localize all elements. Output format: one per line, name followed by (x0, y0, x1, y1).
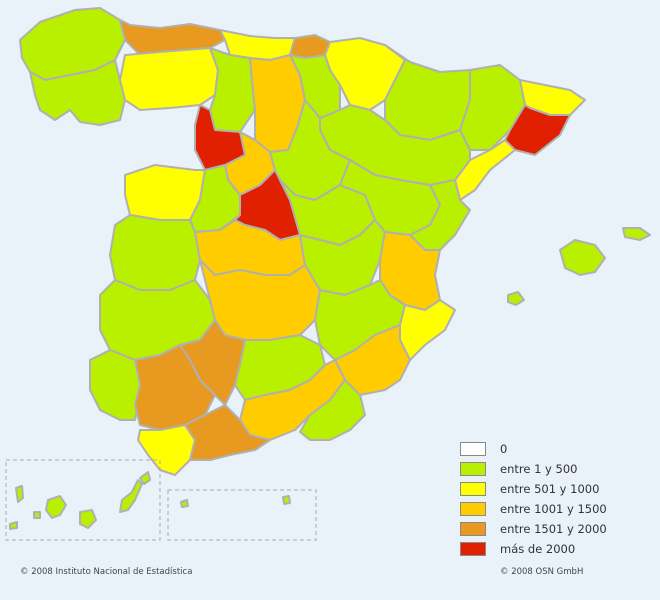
region-galicia-south (29, 59, 126, 126)
legend-item: entre 1001 y 1500 (460, 499, 650, 519)
region-palencia (209, 47, 256, 133)
legend-label: más de 2000 (500, 542, 576, 556)
region-ceuta (180, 499, 189, 508)
region-cadiz (137, 424, 196, 476)
region-melilla (282, 495, 291, 505)
region-lanzarote (139, 471, 151, 485)
region-rioja (289, 54, 341, 119)
legend-swatch (460, 542, 486, 556)
region-hierro (9, 521, 18, 530)
region-gomera (33, 511, 41, 519)
legend-label: entre 1001 y 1500 (500, 502, 607, 516)
legend-item: entre 1 y 500 (460, 459, 650, 479)
legend-swatch (460, 502, 486, 516)
region-asturias (119, 19, 226, 56)
region-malaga (184, 404, 271, 461)
legend-label: entre 1501 y 2000 (500, 522, 607, 536)
region-salamanca (124, 164, 206, 221)
legend-item: más de 2000 (460, 539, 650, 559)
canarias-inset-frame (5, 459, 161, 541)
region-lleida (459, 64, 526, 151)
region-fuerteventura (119, 479, 143, 513)
copyright-osn: © 2008 OSN GmbH (500, 567, 584, 577)
legend-label: entre 1 y 500 (500, 462, 578, 476)
legend-item: entre 1501 y 2000 (460, 519, 650, 539)
legend-swatch (460, 482, 486, 496)
legend-label: entre 501 y 1000 (500, 482, 600, 496)
region-gran-canaria (79, 509, 97, 529)
region-leon (119, 47, 219, 111)
region-barcelona (504, 104, 571, 156)
region-caceres (109, 214, 201, 291)
legend-swatch (460, 462, 486, 476)
region-almeria (299, 379, 366, 441)
legend-label: 0 (500, 442, 508, 456)
region-mallorca (559, 239, 606, 276)
region-menorca (622, 227, 651, 241)
region-la-palma (15, 485, 24, 503)
map-legend: 0 entre 1 y 500 entre 501 y 1000 entre 1… (460, 439, 650, 559)
region-tenerife (45, 495, 67, 519)
legend-item: 0 (460, 439, 650, 459)
legend-swatch (460, 442, 486, 456)
legend-item: entre 501 y 1000 (460, 479, 650, 499)
region-alicante (399, 299, 456, 361)
region-ibiza (507, 291, 525, 306)
copyright-ine: © 2008 Instituto Nacional de Estadística (20, 567, 193, 577)
legend-swatch (460, 522, 486, 536)
ceuta-melilla-inset-frame (167, 489, 317, 541)
